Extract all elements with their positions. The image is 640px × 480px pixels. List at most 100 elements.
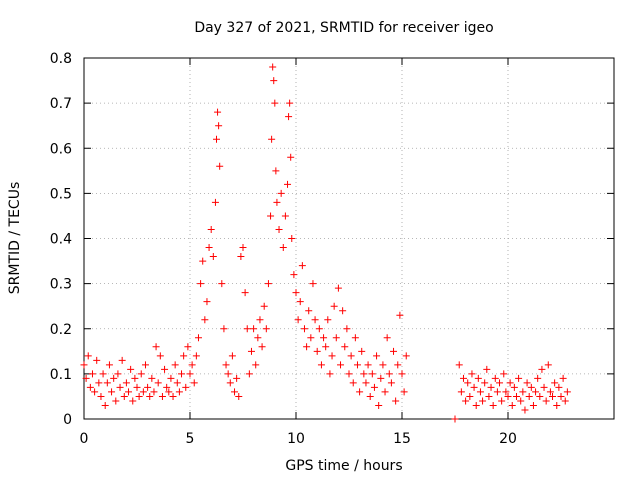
data-point	[233, 374, 241, 382]
data-point	[360, 370, 368, 378]
data-point	[532, 388, 540, 396]
data-point	[214, 108, 222, 116]
data-point	[120, 392, 128, 400]
data-point	[544, 361, 552, 369]
data-point	[472, 401, 480, 409]
data-point	[353, 361, 361, 369]
data-point	[243, 325, 251, 333]
data-point	[400, 388, 408, 396]
data-point	[502, 388, 510, 396]
data-point	[222, 361, 230, 369]
data-point	[551, 379, 559, 387]
data-point	[515, 374, 523, 382]
data-point	[188, 361, 196, 369]
data-point	[137, 370, 145, 378]
data-point	[474, 374, 482, 382]
data-point	[150, 388, 158, 396]
data-point	[281, 212, 289, 220]
data-point	[80, 361, 88, 369]
data-point	[300, 325, 308, 333]
x-axis-title: GPS time / hours	[285, 458, 402, 474]
data-point	[451, 415, 459, 423]
data-point	[224, 370, 232, 378]
data-point	[351, 334, 359, 342]
data-point	[534, 374, 542, 382]
data-point	[285, 113, 293, 121]
data-point	[383, 334, 391, 342]
y-tick-label: 0.2	[50, 322, 72, 338]
data-point	[110, 374, 118, 382]
data-point	[129, 397, 137, 405]
data-point	[313, 347, 321, 355]
y-tick-label: 0.1	[50, 367, 72, 383]
data-point	[398, 370, 406, 378]
data-point	[370, 383, 378, 391]
data-point	[141, 361, 149, 369]
data-point	[273, 198, 281, 206]
data-point	[144, 383, 152, 391]
data-point	[392, 397, 400, 405]
data-point	[173, 379, 181, 387]
data-point	[275, 225, 283, 233]
y-tick-label: 0.6	[50, 141, 72, 157]
data-point	[343, 325, 351, 333]
data-points	[80, 63, 571, 423]
data-point	[540, 383, 548, 391]
data-point	[561, 397, 569, 405]
data-point	[163, 383, 171, 391]
data-point	[521, 406, 529, 414]
y-tick-label: 0	[63, 412, 72, 428]
data-point	[394, 361, 402, 369]
data-point	[256, 316, 264, 324]
data-point	[247, 347, 255, 355]
data-point	[199, 257, 207, 265]
data-point	[491, 374, 499, 382]
data-point	[559, 374, 567, 382]
data-point	[269, 63, 277, 71]
data-point	[487, 383, 495, 391]
y-tick-label: 0.8	[50, 51, 72, 67]
data-point	[527, 383, 535, 391]
data-point	[538, 365, 546, 373]
data-point	[277, 189, 285, 197]
x-tick-label: 0	[80, 431, 89, 447]
data-point	[156, 352, 164, 360]
data-point	[167, 374, 175, 382]
y-tick-label: 0.3	[50, 277, 72, 293]
data-point	[387, 379, 395, 387]
data-point	[178, 370, 186, 378]
data-point	[235, 392, 243, 400]
data-point	[489, 401, 497, 409]
data-point	[197, 280, 205, 288]
data-point	[375, 401, 383, 409]
data-point	[332, 334, 340, 342]
y-tick-label: 0.5	[50, 186, 72, 202]
data-point	[345, 370, 353, 378]
y-tick-label: 0.7	[50, 96, 72, 112]
data-point	[358, 347, 366, 355]
data-point	[457, 388, 465, 396]
data-point	[112, 397, 120, 405]
data-point	[517, 397, 525, 405]
data-point	[506, 379, 514, 387]
data-point	[258, 343, 266, 351]
data-point	[231, 388, 239, 396]
data-point	[536, 392, 544, 400]
data-point	[542, 397, 550, 405]
data-point	[334, 284, 342, 292]
data-point	[270, 77, 278, 85]
data-point	[455, 361, 463, 369]
data-point	[305, 307, 313, 315]
data-point	[326, 370, 334, 378]
x-tick-label: 10	[287, 431, 305, 447]
data-point	[239, 244, 247, 252]
data-point	[483, 365, 491, 373]
data-point	[296, 298, 304, 306]
data-point	[462, 397, 470, 405]
data-point	[116, 383, 124, 391]
data-point	[286, 99, 294, 107]
data-point	[525, 392, 533, 400]
data-point	[315, 325, 323, 333]
data-point	[192, 352, 200, 360]
